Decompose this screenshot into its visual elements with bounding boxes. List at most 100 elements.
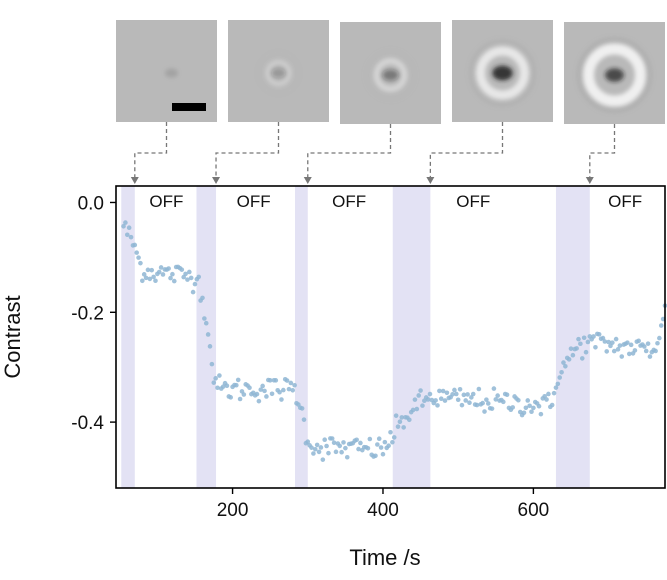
- data-point: [658, 323, 664, 328]
- data-point: [187, 269, 192, 275]
- data-point: [401, 425, 406, 430]
- data-point: [568, 346, 574, 351]
- data-point: [469, 395, 474, 400]
- data-point: [228, 395, 233, 400]
- data-point: [425, 397, 431, 402]
- data-point: [126, 225, 132, 230]
- data-point: [435, 403, 440, 408]
- arrow-head: [303, 177, 312, 184]
- on-period-band: [196, 186, 217, 488]
- data-point: [305, 439, 311, 445]
- data-point: [459, 402, 465, 408]
- data-point: [207, 344, 213, 349]
- data-point: [217, 373, 222, 378]
- data-point: [655, 340, 660, 346]
- data-point: [324, 443, 329, 449]
- data-point: [581, 335, 587, 341]
- micrograph-image: [564, 22, 665, 124]
- y-tick-label: -0.2: [71, 303, 104, 324]
- off-label: OFF: [332, 192, 366, 211]
- data-point: [290, 387, 296, 393]
- data-point: [416, 393, 422, 398]
- y-tick-label: 0.0: [78, 193, 104, 214]
- data-point: [309, 445, 314, 450]
- data-point: [610, 340, 615, 345]
- data-point: [200, 295, 205, 301]
- data-point: [185, 277, 190, 282]
- data-point: [188, 275, 194, 281]
- on-period-band: [392, 186, 431, 488]
- data-point: [585, 339, 591, 345]
- data-point: [171, 278, 177, 284]
- micrograph-image: [228, 20, 329, 122]
- data-point: [254, 391, 260, 397]
- data-point: [140, 278, 145, 284]
- data-point: [593, 345, 598, 350]
- on-period-band: [121, 186, 135, 488]
- data-point: [611, 348, 617, 354]
- data-point: [604, 349, 610, 354]
- data-point: [467, 400, 472, 406]
- connector-line: [589, 124, 616, 178]
- data-point: [264, 394, 269, 399]
- data-point: [493, 397, 499, 402]
- data-point: [258, 387, 264, 392]
- off-label: OFF: [149, 192, 183, 211]
- data-point: [382, 439, 388, 445]
- arrow-head: [212, 177, 221, 184]
- data-point: [380, 451, 386, 457]
- data-point: [563, 363, 568, 369]
- off-label: OFF: [608, 192, 642, 211]
- data-point: [551, 390, 557, 396]
- data-point: [170, 271, 175, 277]
- data-point: [553, 385, 559, 390]
- data-point: [410, 407, 416, 413]
- data-point: [132, 242, 138, 248]
- data-point: [375, 442, 380, 447]
- data-point: [279, 397, 284, 402]
- data-point: [591, 334, 596, 339]
- x-tick-label: 200: [217, 500, 249, 521]
- data-point: [314, 442, 320, 448]
- data-point: [636, 338, 641, 344]
- data-point: [397, 419, 403, 425]
- data-point: [484, 397, 489, 402]
- data-point: [143, 275, 149, 281]
- data-point: [373, 453, 378, 459]
- data-point: [202, 316, 207, 321]
- data-point: [241, 392, 247, 397]
- data-point: [491, 386, 497, 391]
- data-point: [536, 403, 542, 409]
- data-point: [579, 356, 585, 361]
- data-point: [267, 378, 273, 383]
- data-point: [628, 342, 634, 348]
- data-point: [121, 224, 126, 229]
- connector-line: [134, 122, 168, 178]
- micrograph-image: [340, 22, 441, 124]
- data-point: [147, 276, 153, 282]
- data-points: [121, 220, 667, 462]
- connector-line: [215, 122, 280, 178]
- data-point: [281, 387, 286, 393]
- data-point: [158, 265, 164, 270]
- data-point: [235, 377, 241, 383]
- data-point: [525, 398, 531, 403]
- data-point: [414, 406, 420, 412]
- data-point: [510, 405, 516, 410]
- data-point: [544, 397, 549, 402]
- on-period-band: [294, 186, 308, 488]
- data-point: [344, 454, 350, 460]
- data-point: [645, 341, 651, 346]
- data-point: [613, 336, 619, 342]
- data-point: [454, 391, 459, 397]
- data-point: [277, 389, 282, 395]
- x-tick-label: 600: [518, 500, 550, 521]
- data-point: [470, 391, 476, 397]
- data-point: [561, 360, 566, 365]
- data-point: [286, 386, 292, 392]
- data-point: [365, 445, 371, 451]
- data-point: [341, 440, 346, 445]
- data-point: [145, 267, 151, 273]
- data-point: [326, 450, 331, 456]
